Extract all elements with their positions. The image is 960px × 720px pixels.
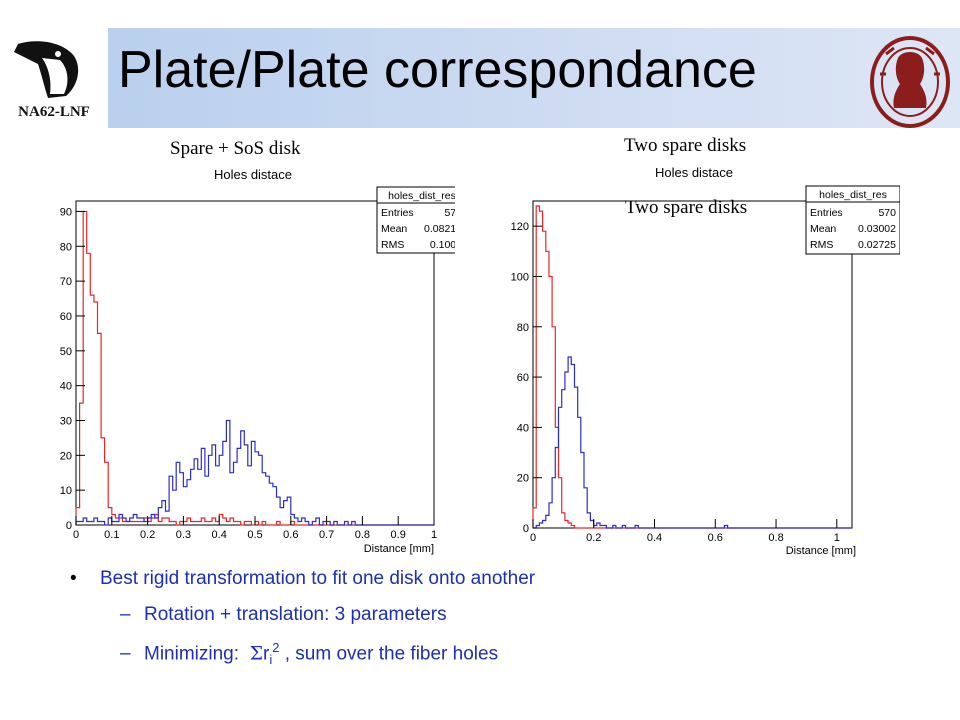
logo-text: NA62-LNF <box>18 104 90 120</box>
histogram-series-blue <box>75 419 434 526</box>
x-tick-label: 0.9 <box>391 529 406 541</box>
x-tick-label: 0.8 <box>355 529 370 541</box>
sub-bullet-text: Rotation + translation: 3 parameters <box>144 604 447 625</box>
plot-frame <box>532 200 853 529</box>
sub-bullet-item: – Rotation + translation: 3 parameters <box>120 604 447 626</box>
formula-r: r <box>263 643 270 665</box>
stats-rms-value: 0.02725 <box>858 239 896 251</box>
stats-mean-label: Mean <box>810 223 836 235</box>
stats-mean-value: 0.03002 <box>858 223 896 235</box>
y-tick-label: 30 <box>60 415 72 427</box>
y-tick-label: 50 <box>60 346 72 358</box>
x-tick-label: 0.8 <box>768 532 783 544</box>
y-tick-label: 80 <box>60 241 72 253</box>
seal-portrait-icon <box>893 52 927 108</box>
slide-title: Plate/Plate correspondance <box>118 41 757 99</box>
sub-bullet-text: Minimizing: <box>144 643 250 665</box>
formula-superscript: 2 <box>272 640 280 655</box>
dash-icon: – <box>120 643 131 665</box>
histogram-series-red <box>532 205 852 529</box>
x-tick-label: 1 <box>834 532 840 544</box>
x-tick-label: 0.2 <box>586 532 601 544</box>
histogram-series-red <box>75 210 434 526</box>
x-tick-label: 0 <box>73 529 79 541</box>
y-tick-label: 90 <box>60 206 72 218</box>
stats-mean-value: 0.08215 <box>424 223 455 235</box>
stats-entries-value: 570 <box>444 207 455 219</box>
x-tick-label: 0.5 <box>247 529 262 541</box>
x-tick-label: 0.3 <box>176 529 191 541</box>
chart-title: Holes distace <box>655 165 733 180</box>
y-tick-label: 20 <box>517 473 529 485</box>
stats-mean-label: Mean <box>381 223 407 235</box>
y-tick-label: 10 <box>60 485 72 497</box>
formula-subscript: i <box>269 652 273 668</box>
stats-entries-value: 570 <box>878 207 896 219</box>
x-axis-label: Distance [mm] <box>786 545 856 557</box>
x-tick-label: 0 <box>530 532 536 544</box>
sub-bullet-text-end: , sum over the fiber holes <box>279 643 499 665</box>
title-bar <box>108 28 960 128</box>
caption-right-top: Two spare disks <box>624 135 747 156</box>
caption-left: Spare + SoS disk <box>170 138 301 159</box>
y-tick-label: 80 <box>517 322 529 334</box>
y-tick-label: 40 <box>60 381 72 393</box>
x-tick-label: 0.2 <box>140 529 155 541</box>
stats-entries-label: Entries <box>381 207 414 219</box>
histogram-right: Holes distace 0 0.2 0.4 0.6 0.8 1 0 20 40 60 80 100… <box>511 165 900 557</box>
x-tick-label: 0.6 <box>708 532 723 544</box>
stats-rms-label: RMS <box>381 239 404 251</box>
y-tick-label: 0 <box>523 523 529 535</box>
caption-right-overlay: Two spare disks <box>625 197 747 218</box>
stats-name: holes_dist_res <box>388 190 455 202</box>
y-tick-label: 100 <box>511 271 529 283</box>
university-seal-logo <box>870 36 950 128</box>
x-tick-label: 0.4 <box>647 532 662 544</box>
y-tick-label: 40 <box>517 422 529 434</box>
stats-entries-label: Entries <box>810 207 843 219</box>
stats-name: holes_dist_res <box>819 189 887 201</box>
y-tick-label: 20 <box>60 450 72 462</box>
histogram-left: Holes distace 0 0.1 0.2 0.3 0.4 0.5 0.6 0.7 0.8 0… <box>60 167 455 555</box>
stats-rms-label: RMS <box>810 239 833 251</box>
stats-box: holes_dist_res Entries 570 Mean 0.08215 … <box>376 186 455 254</box>
y-tick-label: 60 <box>517 372 529 384</box>
y-tick-label: 60 <box>60 311 72 323</box>
chart-title: Holes distace <box>214 167 292 182</box>
bullet-item: • Best rigid transformation to fit one di… <box>70 568 535 590</box>
y-tick-label: 0 <box>66 520 72 532</box>
stats-box: holes_dist_res Entries 570 Mean 0.03002 … <box>805 185 900 255</box>
x-axis-label: Distance [mm] <box>364 543 434 555</box>
bullet-dot-icon: • <box>70 568 77 589</box>
y-tick-label: 120 <box>511 221 529 233</box>
bird-icon <box>14 41 79 98</box>
na62-lnf-logo: NA62-LNF <box>14 41 90 120</box>
dash-icon: – <box>120 604 131 625</box>
x-tick-label: 1 <box>431 529 437 541</box>
y-tick-label: 70 <box>60 276 72 288</box>
sigma-symbol: Σ <box>249 642 264 665</box>
sub-bullet-item: – Minimizing: Σri2 , sum over the fiber h… <box>120 640 498 667</box>
x-tick-label: 0.4 <box>212 529 227 541</box>
x-tick-label: 0.1 <box>104 529 119 541</box>
bullet-text: Best rigid transformation to fit one dis… <box>100 568 536 589</box>
x-tick-label: 0.6 <box>283 529 298 541</box>
histogram-series-blue <box>533 356 852 529</box>
stats-rms-value: 0.1008 <box>430 239 455 251</box>
x-tick-label: 0.7 <box>319 529 334 541</box>
